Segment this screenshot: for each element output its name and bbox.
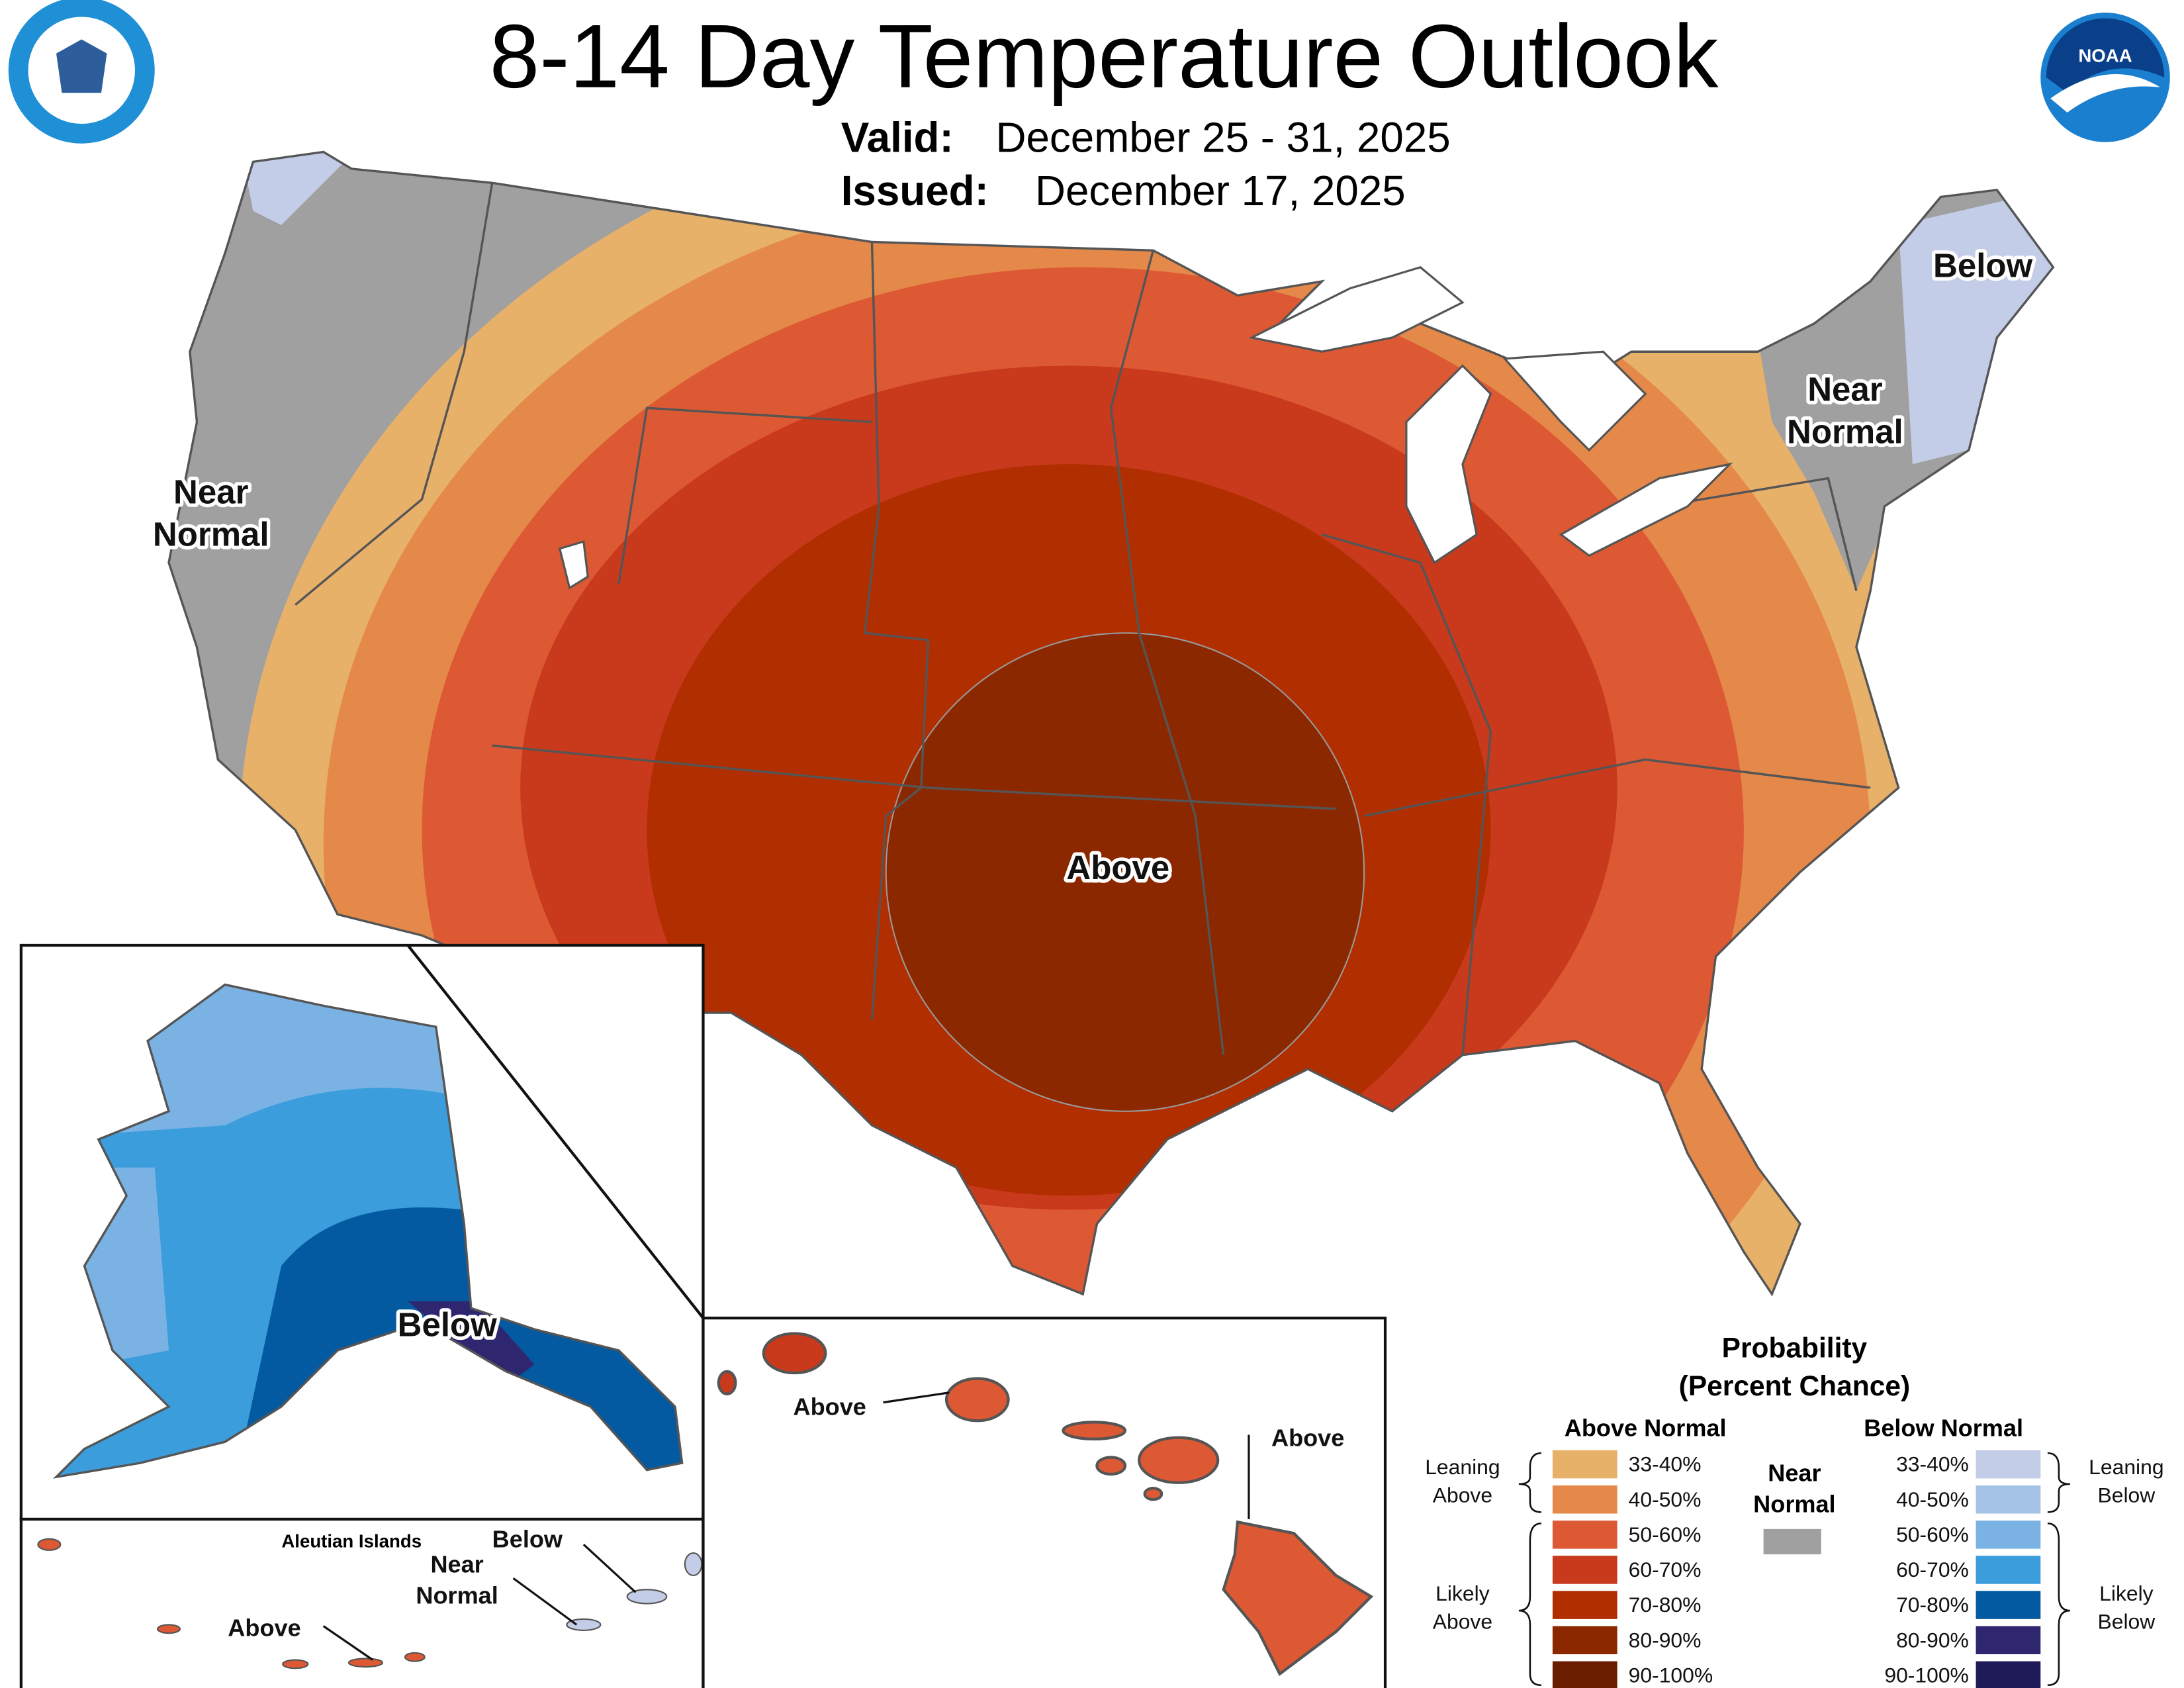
great-lakes	[558, 265, 1733, 590]
map-label: Above	[228, 1614, 300, 1641]
legend-swatch	[1552, 1485, 1617, 1514]
legend-group: Leaning Above	[1425, 1455, 1500, 1507]
legend-label: 33-40%	[1896, 1452, 1969, 1476]
legend-swatch	[1552, 1626, 1617, 1654]
legend-label: 60-70%	[1629, 1558, 1702, 1581]
map-label: Below	[492, 1525, 563, 1552]
issued-date: December 17, 2025	[1035, 167, 1406, 214]
noaa-logo: NOAA	[2040, 13, 2170, 142]
hawaii-islands	[717, 1332, 1374, 1676]
legend-label: 33-40%	[1629, 1452, 1702, 1476]
legend-label: 90-100%	[1884, 1663, 1969, 1687]
map-label: Near Normal	[416, 1551, 498, 1609]
legend-swatch	[1552, 1556, 1617, 1584]
legend: Probability (Percent Chance) Above Normal…	[1425, 1333, 2164, 1688]
legend-title: Probability (Percent Chance)	[1679, 1333, 1910, 1402]
noaa-text: NOAA	[2078, 45, 2132, 66]
map-label: Near Normal	[153, 473, 269, 553]
map-label: Aleutian Islands	[281, 1530, 422, 1551]
map-label: Above	[794, 1393, 866, 1421]
legend-swatch	[1976, 1556, 2041, 1584]
legend-label: 40-50%	[1629, 1487, 1702, 1511]
legend-header: Above Normal	[1565, 1415, 1727, 1442]
legend-swatch	[1552, 1521, 1617, 1549]
map-label: Above	[1271, 1424, 1344, 1451]
legend-swatch	[1976, 1661, 2041, 1688]
legend-label: 60-70%	[1896, 1558, 1969, 1581]
valid-dates: December 25 - 31, 2025	[995, 113, 1450, 161]
valid-label: Valid:	[841, 113, 954, 161]
legend-swatch	[1552, 1591, 1617, 1619]
legend-label: 50-60%	[1896, 1523, 1969, 1546]
map-label: Above	[1066, 849, 1169, 886]
title: 8-14 Day Temperature Outlook	[490, 6, 1719, 107]
leader-lines	[322, 1544, 637, 1661]
legend-swatch	[1976, 1591, 2041, 1619]
inset-connector	[406, 944, 705, 1319]
legend-label: 80-90%	[1896, 1628, 1969, 1652]
legend-brackets	[1518, 1452, 2070, 1687]
legend-label: 90-100%	[1629, 1663, 1713, 1687]
zone	[885, 632, 1365, 1112]
legend-label: 40-50%	[1896, 1487, 1969, 1511]
legend-near: Near Normal	[1753, 1460, 1835, 1518]
leader-lines	[883, 1391, 1250, 1519]
below-area	[239, 152, 366, 225]
map-label: Below	[1933, 247, 2032, 285]
legend-label: 70-80%	[1629, 1593, 1702, 1617]
issued-label: Issued:	[841, 167, 989, 214]
legend-group: Likely Below	[2097, 1581, 2156, 1634]
legend-swatch	[1976, 1626, 2041, 1654]
below-area	[1898, 183, 2054, 465]
aleutian-islands	[37, 1538, 703, 1669]
map-label: Below	[398, 1306, 497, 1344]
legend-label: 50-60%	[1629, 1523, 1702, 1546]
commerce-seal	[8, 0, 155, 144]
legend-swatch	[1976, 1521, 2041, 1549]
legend-label: 70-80%	[1896, 1593, 1969, 1617]
legend-swatch	[1763, 1528, 1821, 1555]
legend-swatch	[1552, 1661, 1617, 1688]
legend-swatch	[1552, 1450, 1617, 1479]
map-label: Near Normal	[1787, 371, 1903, 451]
legend-header: Below Normal	[1864, 1415, 2023, 1442]
legend-swatch	[1976, 1450, 2041, 1479]
legend-swatch	[1976, 1485, 2041, 1514]
state-borders	[295, 182, 1871, 1055]
legend-label: 80-90%	[1629, 1628, 1702, 1652]
legend-group: Leaning Below	[2089, 1455, 2163, 1507]
legend-group: Likely Above	[1433, 1581, 1492, 1634]
